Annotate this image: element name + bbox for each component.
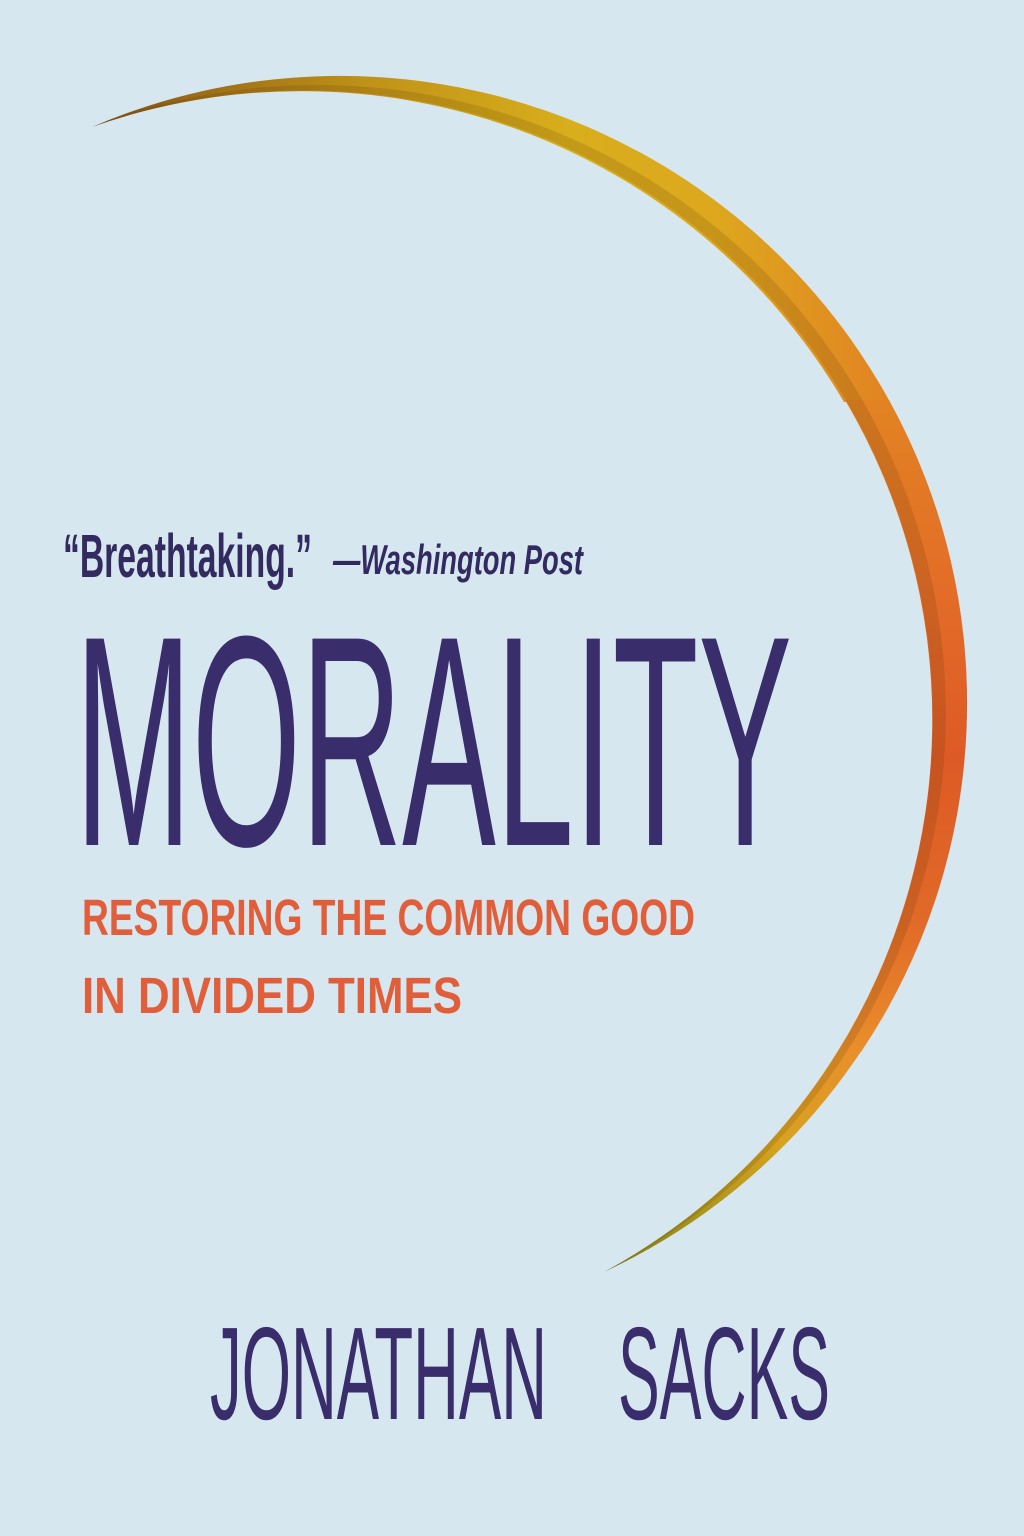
quote-attribution: —Washington Post [332,536,584,583]
crescent-arc-graphic [92,75,968,1273]
crescent-arc-bottom-segment [604,1050,862,1272]
author-first-name: JONATHAN [210,1300,547,1447]
crescent-arc-right-segment [837,400,968,1052]
author-last-name: SACKS [618,1300,830,1447]
crescent-arc-top-segment [92,75,890,402]
subtitle-line-2: IN DIVIDED TIMES [82,967,462,1024]
subtitle-line-1: RESTORING THE COMMON GOOD [82,889,695,946]
book-title: MORALITY [75,573,792,909]
quote-text: “Breathtaking.” [63,522,312,590]
